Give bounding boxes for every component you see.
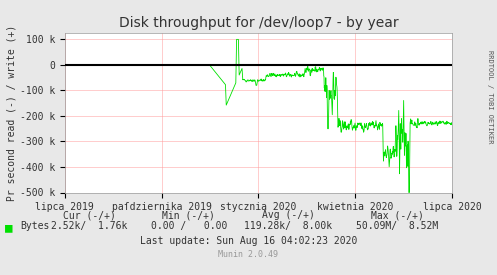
Title: Disk throughput for /dev/loop7 - by year: Disk throughput for /dev/loop7 - by year <box>119 16 398 31</box>
Text: Bytes: Bytes <box>20 221 49 231</box>
Text: 119.28k/  8.00k: 119.28k/ 8.00k <box>244 221 332 231</box>
Text: 2.52k/  1.76k: 2.52k/ 1.76k <box>51 221 128 231</box>
Text: Min (-/+): Min (-/+) <box>163 210 215 220</box>
Text: 0.00 /   0.00: 0.00 / 0.00 <box>151 221 227 231</box>
Text: Max (-/+): Max (-/+) <box>371 210 424 220</box>
Text: Avg (-/+): Avg (-/+) <box>262 210 315 220</box>
Text: RRDTOOL / TOBI OETIKER: RRDTOOL / TOBI OETIKER <box>487 50 493 143</box>
Text: 50.09M/  8.52M: 50.09M/ 8.52M <box>356 221 439 231</box>
Text: ■: ■ <box>5 221 12 234</box>
Text: Last update: Sun Aug 16 04:02:23 2020: Last update: Sun Aug 16 04:02:23 2020 <box>140 236 357 246</box>
Text: Cur (-/+): Cur (-/+) <box>63 210 116 220</box>
Y-axis label: Pr second read (-) / write (+): Pr second read (-) / write (+) <box>7 25 17 201</box>
Text: Munin 2.0.49: Munin 2.0.49 <box>219 250 278 259</box>
